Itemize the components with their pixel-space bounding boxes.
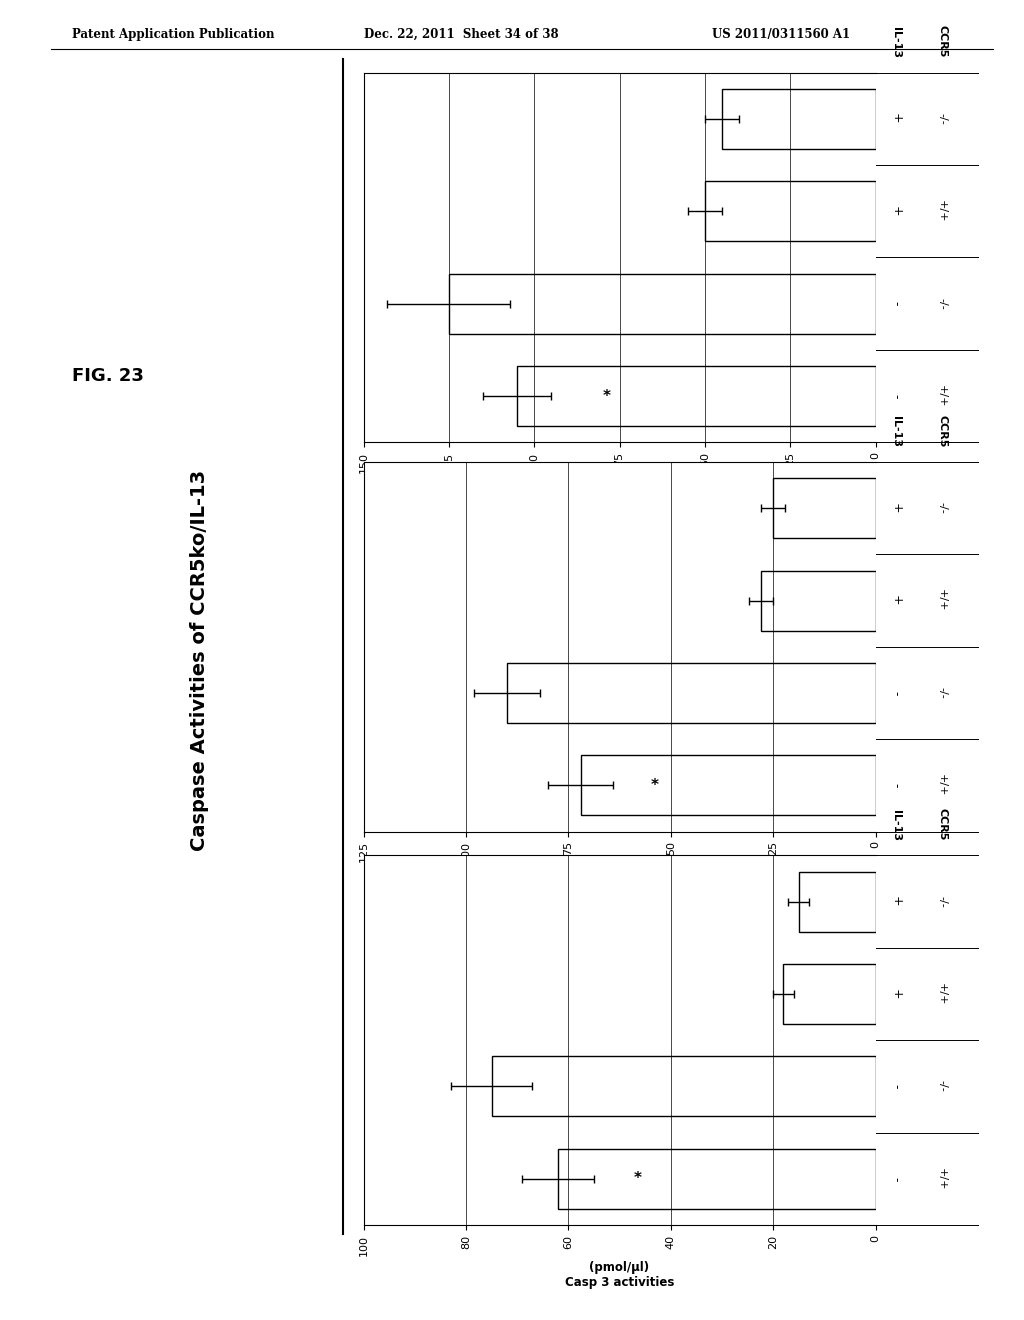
Text: Dec. 22, 2011  Sheet 34 of 38: Dec. 22, 2011 Sheet 34 of 38 (364, 28, 558, 41)
Text: -: - (890, 393, 902, 399)
Text: IL-13: IL-13 (891, 26, 901, 58)
Text: FIG. 23: FIG. 23 (72, 367, 143, 385)
Text: +/+: +/+ (937, 774, 947, 797)
Bar (722, 88, 876, 149)
Text: IL-13: IL-13 (891, 809, 901, 841)
Text: -: - (890, 1176, 902, 1181)
Text: +/+: +/+ (937, 1167, 947, 1191)
Text: -: - (890, 1084, 902, 1089)
Text: +: + (890, 989, 902, 999)
Text: -: - (890, 301, 902, 306)
Text: IL-13: IL-13 (891, 416, 901, 447)
Text: +: + (890, 206, 902, 216)
Text: -/-: -/- (937, 896, 947, 907)
Bar (783, 964, 876, 1024)
Text: -/-: -/- (937, 114, 947, 124)
Bar (449, 273, 876, 334)
Bar (517, 366, 876, 426)
Text: US 2011/0311560 A1: US 2011/0311560 A1 (712, 28, 850, 41)
Text: -: - (890, 783, 902, 788)
Text: CCR5: CCR5 (937, 808, 947, 841)
Bar (507, 663, 876, 723)
Bar (761, 570, 876, 631)
X-axis label: (pmol/μl)
Casp 8 activities: (pmol/μl) Casp 8 activities (565, 869, 674, 896)
Bar (799, 871, 876, 932)
X-axis label: (pmol/μl)
Casp 9 activities: (pmol/μl) Casp 9 activities (565, 479, 674, 507)
Text: +/+: +/+ (937, 199, 947, 223)
Bar (705, 181, 876, 242)
Bar (773, 478, 876, 539)
Text: -/-: -/- (937, 688, 947, 698)
Text: +/+: +/+ (937, 589, 947, 612)
X-axis label: (pmol/μl)
Casp 3 activities: (pmol/μl) Casp 3 activities (565, 1261, 674, 1290)
Text: -: - (890, 690, 902, 696)
Text: CCR5: CCR5 (937, 414, 947, 447)
Text: *: * (603, 388, 610, 404)
Text: *: * (650, 777, 658, 793)
Text: Caspase Activities of CCR5ko/IL-13: Caspase Activities of CCR5ko/IL-13 (190, 470, 209, 850)
Text: -/-: -/- (937, 1081, 947, 1092)
Text: Patent Application Publication: Patent Application Publication (72, 28, 274, 41)
Text: -/-: -/- (937, 503, 947, 513)
Text: CCR5: CCR5 (937, 25, 947, 58)
Text: -/-: -/- (937, 298, 947, 309)
Text: +: + (890, 114, 902, 124)
Bar (558, 1148, 876, 1209)
Text: +: + (890, 595, 902, 606)
Bar (581, 755, 876, 816)
Text: +: + (890, 896, 902, 907)
Bar (492, 1056, 876, 1117)
Text: +: + (890, 503, 902, 513)
Text: +/+: +/+ (937, 384, 947, 408)
Text: *: * (634, 1171, 641, 1187)
Text: +/+: +/+ (937, 982, 947, 1006)
